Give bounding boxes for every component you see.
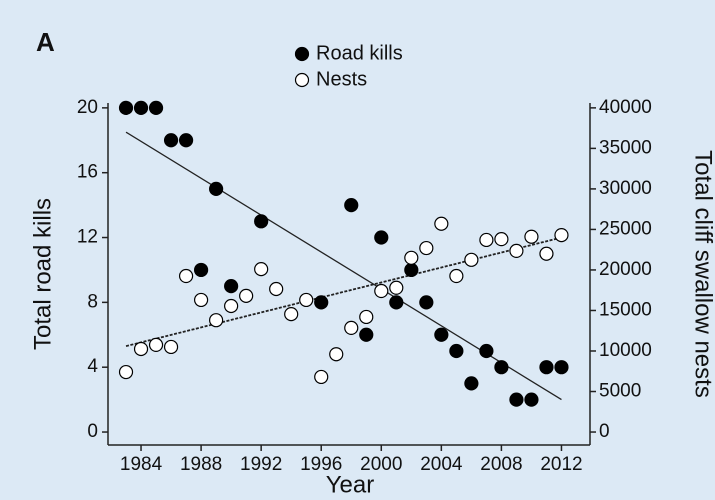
point bbox=[118, 364, 134, 380]
point bbox=[148, 337, 164, 353]
x-tick-label: 2004 bbox=[420, 454, 463, 475]
point bbox=[209, 313, 224, 328]
y2-tick-label: 15000 bbox=[599, 299, 652, 320]
x-tick-label: 1992 bbox=[240, 454, 282, 475]
point bbox=[133, 341, 149, 357]
y2-tick-label: 5000 bbox=[599, 381, 641, 402]
x-tick-label: 2012 bbox=[540, 454, 582, 475]
point bbox=[344, 198, 359, 213]
panel-label: A bbox=[36, 27, 55, 57]
y-tick-label: 4 bbox=[87, 356, 98, 377]
y2-tick-label: 30000 bbox=[599, 178, 652, 199]
point bbox=[209, 181, 224, 197]
point bbox=[524, 392, 539, 407]
x-axis-label: Year bbox=[326, 471, 375, 498]
legend-marker bbox=[294, 46, 310, 62]
y-tick-label: 20 bbox=[77, 97, 98, 118]
point bbox=[554, 360, 569, 375]
point bbox=[434, 216, 449, 231]
y2-tick-label: 0 bbox=[599, 421, 610, 442]
legend-label: Road kills bbox=[316, 42, 403, 64]
point bbox=[419, 240, 434, 256]
point bbox=[404, 262, 419, 278]
y-tick-label: 0 bbox=[87, 421, 98, 442]
point bbox=[434, 327, 449, 342]
point bbox=[524, 229, 539, 244]
x-tick-label: 1984 bbox=[120, 454, 163, 475]
x-tick-label: 1996 bbox=[300, 454, 342, 475]
y2-tick-label: 40000 bbox=[599, 97, 652, 118]
y-axis-label: Total road kills bbox=[29, 198, 56, 350]
point bbox=[178, 268, 194, 284]
point bbox=[344, 320, 359, 335]
legend-marker bbox=[294, 72, 310, 88]
point bbox=[449, 343, 464, 359]
point bbox=[464, 252, 479, 267]
point bbox=[359, 327, 374, 342]
point bbox=[539, 246, 554, 261]
y2-tick-label: 25000 bbox=[599, 218, 652, 239]
point bbox=[299, 292, 314, 308]
y2-axis-label: Total cliff swallow nests bbox=[690, 150, 715, 398]
y2-tick-label: 20000 bbox=[599, 259, 652, 280]
point bbox=[314, 295, 329, 310]
point bbox=[329, 347, 344, 362]
trend-line bbox=[125, 236, 562, 348]
point bbox=[254, 262, 269, 277]
point bbox=[509, 243, 524, 259]
legend-label: Nests bbox=[316, 68, 367, 90]
point bbox=[118, 100, 134, 115]
point bbox=[464, 376, 479, 391]
x-tick-label: 2008 bbox=[480, 454, 522, 475]
point bbox=[148, 100, 164, 115]
point bbox=[389, 295, 404, 310]
point bbox=[494, 232, 509, 247]
point bbox=[284, 307, 299, 322]
point bbox=[449, 268, 464, 284]
point bbox=[554, 227, 569, 243]
point bbox=[479, 343, 494, 359]
y2-tick-label: 10000 bbox=[599, 340, 652, 361]
point bbox=[224, 298, 239, 314]
point bbox=[419, 295, 434, 310]
point bbox=[133, 100, 149, 115]
point bbox=[479, 232, 494, 248]
point bbox=[193, 262, 209, 278]
point bbox=[539, 360, 554, 375]
y-tick-label: 12 bbox=[77, 227, 98, 248]
point bbox=[163, 339, 179, 355]
point bbox=[509, 392, 524, 407]
point bbox=[163, 133, 179, 148]
point bbox=[178, 133, 194, 148]
point bbox=[359, 309, 374, 325]
point bbox=[494, 360, 509, 375]
point bbox=[239, 288, 254, 303]
point bbox=[389, 280, 404, 295]
point bbox=[224, 279, 239, 294]
point bbox=[193, 292, 209, 308]
y-tick-label: 8 bbox=[87, 291, 98, 312]
point bbox=[269, 281, 284, 297]
point bbox=[314, 369, 329, 385]
point bbox=[374, 230, 389, 245]
x-tick-label: 1988 bbox=[180, 454, 222, 475]
point bbox=[404, 250, 419, 265]
y2-tick-label: 35000 bbox=[599, 137, 652, 158]
point bbox=[254, 214, 269, 229]
y-tick-label: 16 bbox=[77, 162, 98, 183]
point bbox=[374, 283, 389, 299]
x-tick-label: 2000 bbox=[360, 454, 402, 475]
